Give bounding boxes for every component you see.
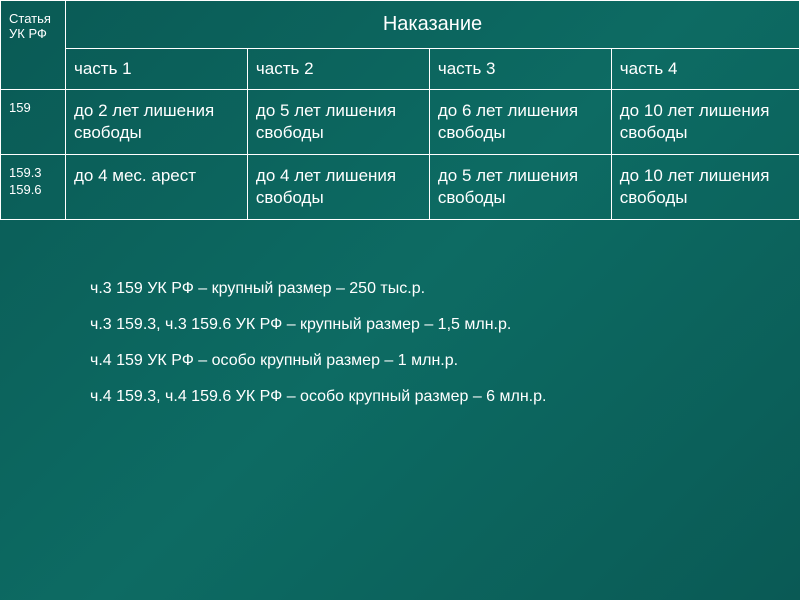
slide-container: Статья УК РФ Наказание часть 1 часть 2 ч… (0, 0, 800, 600)
cell-1593-2: до 4 лет лишения свободы (247, 155, 429, 220)
cell-159-3: до 6 лет лишения свободы (429, 90, 611, 155)
row-label-159: 159 (1, 90, 66, 155)
sub-header-part3: часть 3 (429, 49, 611, 90)
note-line: ч.3 159.3, ч.3 159.6 УК РФ – крупный раз… (90, 316, 800, 334)
table-row: 159 до 2 лет лишения свободы до 5 лет ли… (1, 90, 800, 155)
cell-1593-3: до 5 лет лишения свободы (429, 155, 611, 220)
sub-header-part1: часть 1 (66, 49, 248, 90)
sub-header-part2: часть 2 (247, 49, 429, 90)
row-header-article: Статья УК РФ (1, 1, 66, 90)
cell-1593-1: до 4 мес. арест (66, 155, 248, 220)
table-header-main: Наказание (66, 1, 800, 49)
note-line: ч.3 159 УК РФ – крупный размер – 250 тыс… (90, 280, 800, 298)
sub-header-part4: часть 4 (611, 49, 799, 90)
notes-block: ч.3 159 УК РФ – крупный размер – 250 тыс… (90, 280, 800, 406)
row-label-1593-1596: 159.3 159.6 (1, 155, 66, 220)
table-row: 159.3 159.6 до 4 мес. арест до 4 лет лиш… (1, 155, 800, 220)
note-line: ч.4 159 УК РФ – особо крупный размер – 1… (90, 352, 800, 370)
penalty-table: Статья УК РФ Наказание часть 1 часть 2 ч… (0, 0, 800, 220)
cell-159-4: до 10 лет лишения свободы (611, 90, 799, 155)
cell-159-2: до 5 лет лишения свободы (247, 90, 429, 155)
note-line: ч.4 159.3, ч.4 159.6 УК РФ – особо крупн… (90, 388, 800, 406)
cell-159-1: до 2 лет лишения свободы (66, 90, 248, 155)
cell-1593-4: до 10 лет лишения свободы (611, 155, 799, 220)
